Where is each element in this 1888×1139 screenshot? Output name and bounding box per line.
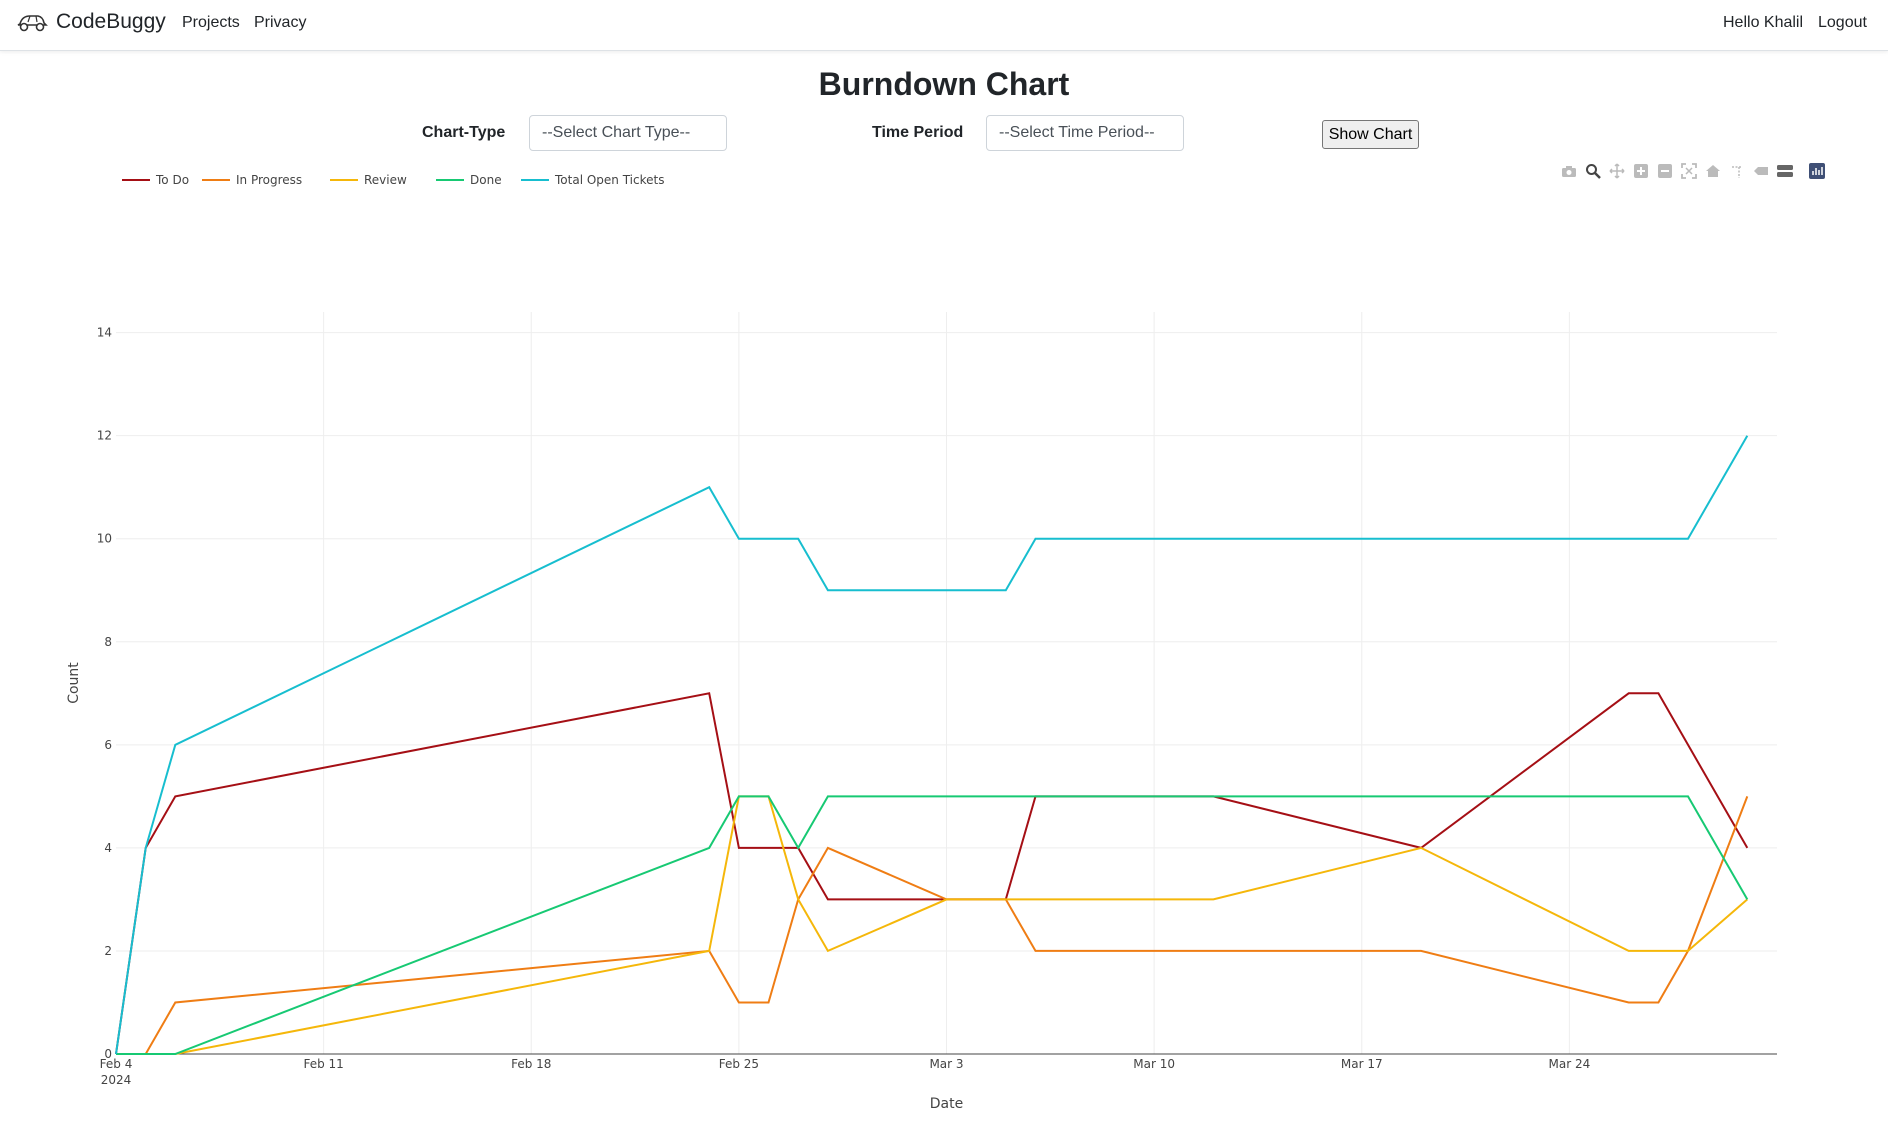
user-greeting-link[interactable]: Hello Khalil <box>1723 14 1804 31</box>
x-tick-label: Feb 11 <box>303 1057 343 1071</box>
camera-icon[interactable] <box>1560 162 1578 180</box>
burndown-chart: 0 2 4 6 8 10 12 14 Feb 4 2024 Feb 11 Feb 18 Feb 25 Ma… <box>66 173 1777 1112</box>
legend-label: Review <box>364 173 407 187</box>
y-tick-label: 12 <box>97 429 112 443</box>
buggy-logo-icon <box>17 15 48 32</box>
page-title: Burndown Chart <box>818 66 1070 102</box>
y-tick-label: 0 <box>104 1047 112 1061</box>
y-tick-label: 6 <box>104 738 112 752</box>
reset-axes-icon[interactable] <box>1704 162 1722 180</box>
zoom-icon[interactable] <box>1584 162 1602 180</box>
time-period-select[interactable]: --Select Time Period-- <box>986 115 1184 151</box>
y-tick-label: 8 <box>104 635 112 649</box>
x-tick-label: Feb 25 <box>719 1057 759 1071</box>
show-chart-button[interactable]: Show Chart <box>1322 120 1419 149</box>
chart-type-label: Chart-Type <box>422 124 506 141</box>
series-line-total-open-tickets <box>115 435 1749 1055</box>
y-tick-label: 4 <box>104 841 112 855</box>
y-axis-title: Count <box>66 662 82 704</box>
legend-label: To Do <box>155 173 189 187</box>
zoom-out-icon[interactable] <box>1656 162 1674 180</box>
x-axis-title: Date <box>930 1096 963 1112</box>
hover-compare-icon[interactable] <box>1776 162 1794 180</box>
legend-label: Done <box>470 173 502 187</box>
y-tick-label: 14 <box>97 326 112 340</box>
x-tick-label: Feb 4 <box>100 1057 133 1071</box>
brand-name: CodeBuggy <box>56 10 166 33</box>
spike-lines-icon[interactable] <box>1728 162 1746 180</box>
series-line-review <box>116 795 1748 1055</box>
brand-link[interactable]: CodeBuggy <box>16 10 166 34</box>
legend-label: In Progress <box>236 173 302 187</box>
x-tick-label: Mar 3 <box>929 1057 963 1071</box>
x-tick-label: Mar 24 <box>1549 1057 1591 1071</box>
chart-type-select[interactable]: --Select Chart Type-- <box>529 115 727 151</box>
hover-closest-icon[interactable] <box>1752 162 1770 180</box>
series-line-done <box>116 795 1749 1055</box>
zoom-in-icon[interactable] <box>1632 162 1650 180</box>
x-tick-label: Mar 17 <box>1341 1057 1383 1071</box>
navbar: CodeBuggy Projects Privacy Hello Khalil … <box>0 0 1888 51</box>
nav-projects-link[interactable]: Projects <box>182 14 240 31</box>
pan-icon[interactable] <box>1608 162 1626 180</box>
x-tick-year-label: 2024 <box>101 1073 132 1087</box>
logout-link[interactable]: Logout <box>1818 14 1867 31</box>
series-line-in-progress <box>116 796 1749 1055</box>
plotly-logo-icon[interactable] <box>1808 162 1826 180</box>
series-line-to-do <box>115 692 1749 1055</box>
x-tick-label: Mar 10 <box>1133 1057 1175 1071</box>
x-tick-label: Feb 18 <box>511 1057 551 1071</box>
y-tick-label: 2 <box>104 944 112 958</box>
time-period-label: Time Period <box>872 124 964 141</box>
chart-modebar <box>1560 162 1826 180</box>
autoscale-icon[interactable] <box>1680 162 1698 180</box>
nav-privacy-link[interactable]: Privacy <box>254 14 307 31</box>
y-tick-label: 10 <box>97 532 112 546</box>
legend-label: Total Open Tickets <box>554 173 664 187</box>
